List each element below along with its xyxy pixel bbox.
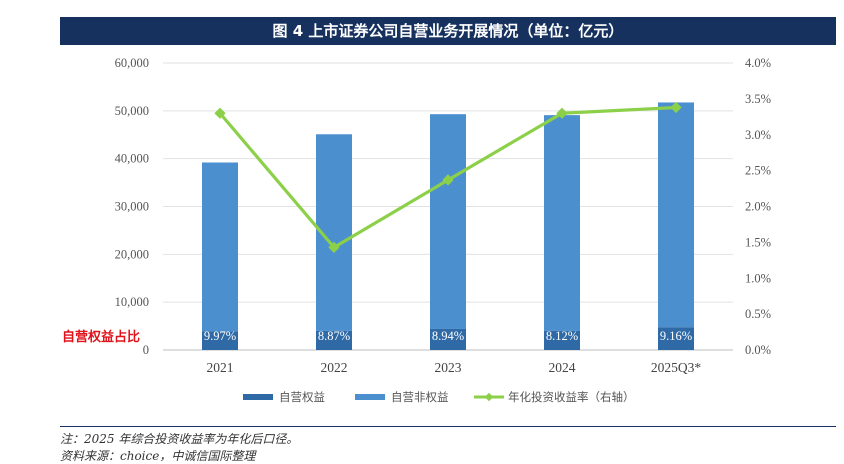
- x-tick-label: 2023: [435, 360, 462, 375]
- y-left-tick-label: 30,000: [115, 200, 149, 214]
- legend-label-line: 年化投资收益率（右轴）: [508, 390, 635, 404]
- y-right-tick-label: 3.0%: [745, 128, 771, 142]
- legend-label-equity: 自营权益: [279, 390, 325, 404]
- bar-ratio-label: 9.97%: [204, 329, 236, 343]
- bar-non-equity: [430, 114, 466, 329]
- bar-ratio-label: 8.87%: [318, 329, 350, 343]
- legend-swatch-line-marker: [484, 392, 494, 402]
- bar-equity: [316, 330, 352, 350]
- x-tick-label: 2021: [207, 360, 234, 375]
- y-left-tick-label: 60,000: [115, 56, 149, 70]
- footnote: 注：2025 年综合投资收益率为年化后口径。: [60, 432, 299, 446]
- y-right-tick-label: 1.0%: [745, 271, 771, 285]
- chart-canvas: 9.97% 8.87% 8.94% 8.12% 9.16% 0 10,000 20,000 3…: [115, 56, 771, 404]
- y-left-tick-label: 0: [143, 343, 149, 357]
- legend-swatch-non-equity: [355, 394, 385, 400]
- x-tick-label: 2024: [549, 360, 576, 375]
- bars: 9.97% 8.87% 8.94% 8.12% 9.16%: [202, 102, 694, 350]
- bar-ratio-label: 8.12%: [546, 329, 578, 343]
- bar-equity: [658, 327, 694, 350]
- bar-equity: [544, 330, 580, 350]
- bar-equity: [430, 328, 466, 350]
- y-left-tick-label: 50,000: [115, 104, 149, 118]
- x-axis: 2021 2022 2023 2024 2025Q3*: [207, 360, 702, 375]
- legend-label-non-equity: 自营非权益: [391, 390, 449, 404]
- bar-non-equity: [658, 102, 694, 328]
- equity-ratio-label: 自营权益占比: [62, 330, 141, 345]
- y-right-tick-label: 2.0%: [745, 200, 771, 214]
- bar-equity: [202, 331, 238, 350]
- bar-non-equity: [202, 162, 238, 332]
- chart-title: 图 4 上市证券公司自营业务开展情况（单位：亿元）: [60, 17, 836, 45]
- x-tick-label: 2022: [321, 360, 348, 375]
- legend: 自营权益 自营非权益 年化投资收益率（右轴）: [243, 390, 635, 404]
- bar-ratio-label: 8.94%: [432, 329, 464, 343]
- y-right-tick-label: 0.5%: [745, 307, 771, 321]
- source-note: 资料来源：choice，中诚信国际整理: [60, 449, 256, 463]
- right-axis: 0.0% 0.5% 1.0% 1.5% 2.0% 2.5% 3.0% 3.5% 4.0%: [745, 56, 771, 357]
- y-left-tick-label: 10,000: [115, 295, 149, 309]
- left-axis: 0 10,000 20,000 30,000 40,000 50,000 60,000: [115, 56, 149, 357]
- x-tick-label: 2025Q3*: [651, 360, 701, 375]
- y-left-tick-label: 20,000: [115, 247, 149, 261]
- yield-line: [214, 101, 682, 254]
- bar-non-equity: [544, 115, 580, 331]
- y-left-tick-label: 40,000: [115, 152, 149, 166]
- footer-rule: [60, 426, 836, 427]
- yield-point: [328, 241, 340, 254]
- yield-point: [442, 174, 454, 186]
- y-right-tick-label: 2.5%: [745, 164, 771, 178]
- y-right-tick-label: 4.0%: [745, 56, 771, 70]
- y-right-tick-label: 3.5%: [745, 92, 771, 106]
- legend-swatch-equity: [243, 394, 273, 400]
- bar-ratio-label: 9.16%: [660, 329, 692, 343]
- y-right-tick-label: 1.5%: [745, 235, 771, 249]
- y-right-tick-label: 0.0%: [745, 343, 771, 357]
